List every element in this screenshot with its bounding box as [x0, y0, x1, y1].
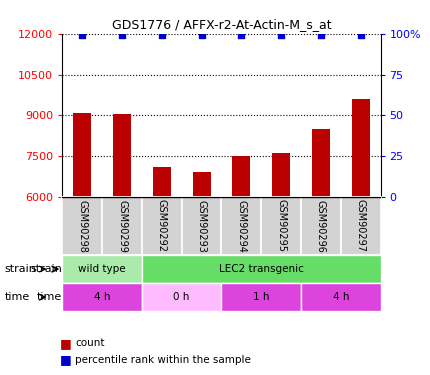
Text: count: count [75, 338, 105, 348]
Text: 4 h: 4 h [332, 292, 349, 302]
Point [357, 32, 364, 38]
Bar [312, 129, 330, 197]
Bar [301, 283, 381, 311]
Bar [232, 156, 250, 197]
Text: ■: ■ [60, 354, 72, 366]
Bar [62, 255, 142, 283]
Text: wild type: wild type [78, 264, 126, 274]
Text: percentile rank within the sample: percentile rank within the sample [75, 355, 251, 365]
Bar [221, 283, 301, 311]
Text: GSM90292: GSM90292 [157, 200, 167, 252]
Bar [153, 167, 171, 197]
Bar [113, 114, 131, 197]
Text: GSM90295: GSM90295 [276, 200, 286, 252]
Text: LEC2 transgenic: LEC2 transgenic [219, 264, 304, 274]
Bar [142, 197, 182, 255]
Text: strain: strain [4, 264, 36, 274]
Text: GSM90293: GSM90293 [197, 200, 206, 252]
Bar [62, 283, 142, 311]
Bar [301, 197, 341, 255]
Point [79, 32, 86, 38]
Bar [221, 197, 261, 255]
Text: GSM90296: GSM90296 [316, 200, 326, 252]
Text: GSM90299: GSM90299 [117, 200, 127, 252]
Text: ■: ■ [60, 337, 72, 350]
Bar [182, 197, 221, 255]
Bar [261, 197, 301, 255]
Bar [352, 99, 370, 197]
Text: 1 h: 1 h [253, 292, 270, 302]
Point [119, 32, 126, 38]
Text: 0 h: 0 h [173, 292, 190, 302]
Text: strain: strain [31, 264, 62, 274]
Point [317, 32, 324, 38]
Text: time: time [4, 292, 30, 302]
Point [158, 32, 165, 38]
Title: GDS1776 / AFFX-r2-At-Actin-M_s_at: GDS1776 / AFFX-r2-At-Actin-M_s_at [112, 18, 331, 31]
Bar [193, 172, 211, 197]
Bar [142, 255, 381, 283]
Text: GSM90298: GSM90298 [77, 200, 87, 252]
Bar [341, 197, 381, 255]
Point [238, 32, 245, 38]
Bar [142, 283, 221, 311]
Bar [62, 197, 102, 255]
Text: GSM90297: GSM90297 [356, 200, 365, 252]
Text: GSM90294: GSM90294 [237, 200, 246, 252]
Bar [73, 112, 91, 197]
Text: 4 h: 4 h [94, 292, 111, 302]
Bar [272, 153, 290, 197]
Text: time: time [37, 292, 62, 302]
Point [198, 32, 205, 38]
Bar [102, 197, 142, 255]
Point [278, 32, 285, 38]
